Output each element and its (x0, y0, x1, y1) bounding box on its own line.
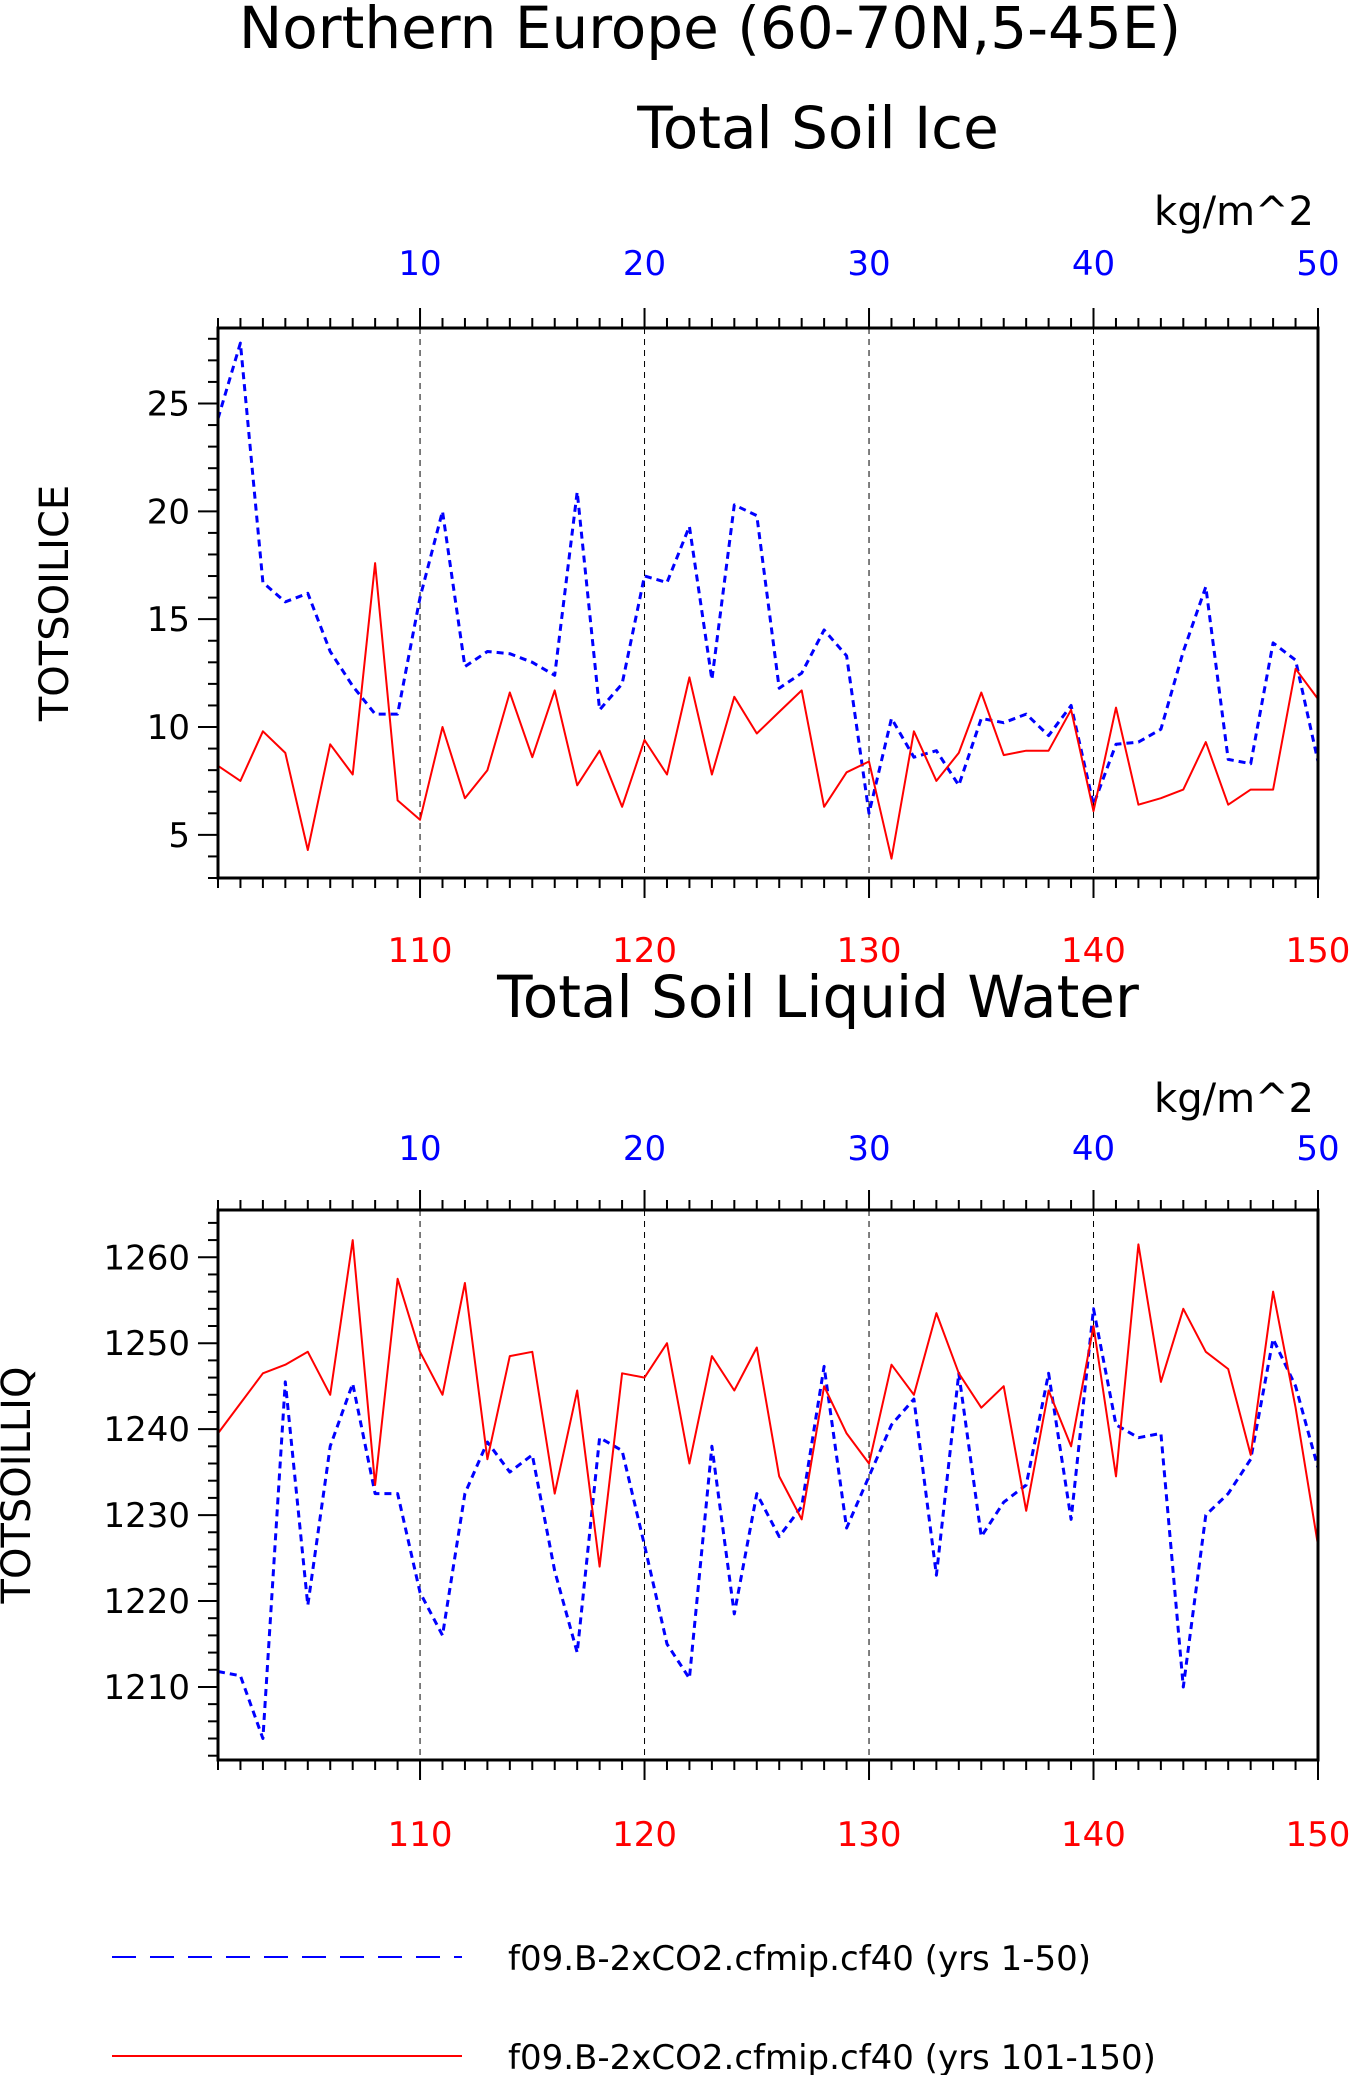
bottom-tick-label: 130 (837, 931, 902, 971)
series-line-years-1-50 (217, 1307, 1320, 1740)
top-tick-label: 10 (398, 244, 441, 284)
series-line-years-101-150 (217, 1239, 1319, 1568)
series-line-years-1-50 (216, 341, 1320, 815)
top-tick-label: 20 (623, 1129, 666, 1169)
y-tick-label: 1220 (103, 1582, 190, 1622)
bottom-tick-label: 150 (1286, 1815, 1351, 1855)
y-tick-label: 1210 (103, 1668, 190, 1708)
top-tick-label: 20 (623, 244, 666, 284)
plot-frame (216, 326, 1320, 880)
bottom-tick-label: 130 (837, 1815, 902, 1855)
legend-label-years-101-150: f09.B-2xCO2.cfmip.cf40 (yrs 101-150) (508, 2038, 1156, 2075)
top-tick-label: 50 (1296, 244, 1339, 284)
top-tick-label: 10 (398, 1129, 441, 1169)
bottom-tick-label: 140 (1061, 931, 1126, 971)
bottom-tick-label: 120 (612, 931, 677, 971)
top-tick-label: 40 (1072, 244, 1115, 284)
top-tick-label: 30 (847, 244, 890, 284)
bottom-tick-label: 120 (612, 1815, 677, 1855)
top-tick-label: 50 (1296, 1129, 1339, 1169)
bottom-tick-label: 140 (1061, 1815, 1126, 1855)
y-tick-label: 15 (147, 600, 190, 640)
y-tick-label: 1230 (103, 1496, 190, 1536)
bottom-tick-label: 110 (388, 931, 453, 971)
y-tick-label: 20 (147, 492, 190, 532)
top-tick-label: 30 (847, 1129, 890, 1169)
chart-title: Total Soil Liquid Water (496, 963, 1139, 1031)
legend-label-years-1-50: f09.B-2xCO2.cfmip.cf40 (yrs 1-50) (508, 1939, 1091, 1979)
y-axis-label: TOTSOILLIQ (0, 1367, 40, 1605)
legend: f09.B-2xCO2.cfmip.cf40 (yrs 1-50) f09.B-… (112, 1939, 1156, 2075)
y-tick-label: 5 (168, 816, 190, 856)
panel-total-soil-liquid-water: Total Soil Liquid Water kg/m^2 TOTSOILLIQ 1… (0, 963, 1350, 1855)
y-tick-label: 1250 (103, 1324, 190, 1364)
y-tick-label: 1260 (103, 1238, 190, 1278)
units-label: kg/m^2 (1154, 1076, 1314, 1122)
bottom-tick-label: 110 (388, 1815, 453, 1855)
panel-total-soil-ice: Total Soil Ice kg/m^2 TOTSOILICE 10 20 30 40 50… (32, 94, 1350, 971)
figure-title: Northern Europe (60-70N,5-45E) (239, 0, 1181, 62)
y-tick-label: 25 (147, 384, 190, 424)
bottom-tick-label: 150 (1286, 931, 1351, 971)
chart-title: Total Soil Ice (636, 94, 999, 162)
y-tick-label: 10 (147, 708, 190, 748)
top-tick-label: 40 (1072, 1129, 1115, 1169)
y-tick-label: 1240 (103, 1410, 190, 1450)
plot-frame (216, 1208, 1320, 1762)
series-line-years-101-150 (217, 562, 1319, 860)
units-label: kg/m^2 (1154, 189, 1314, 235)
y-axis-label: TOTSOILICE (32, 485, 78, 722)
